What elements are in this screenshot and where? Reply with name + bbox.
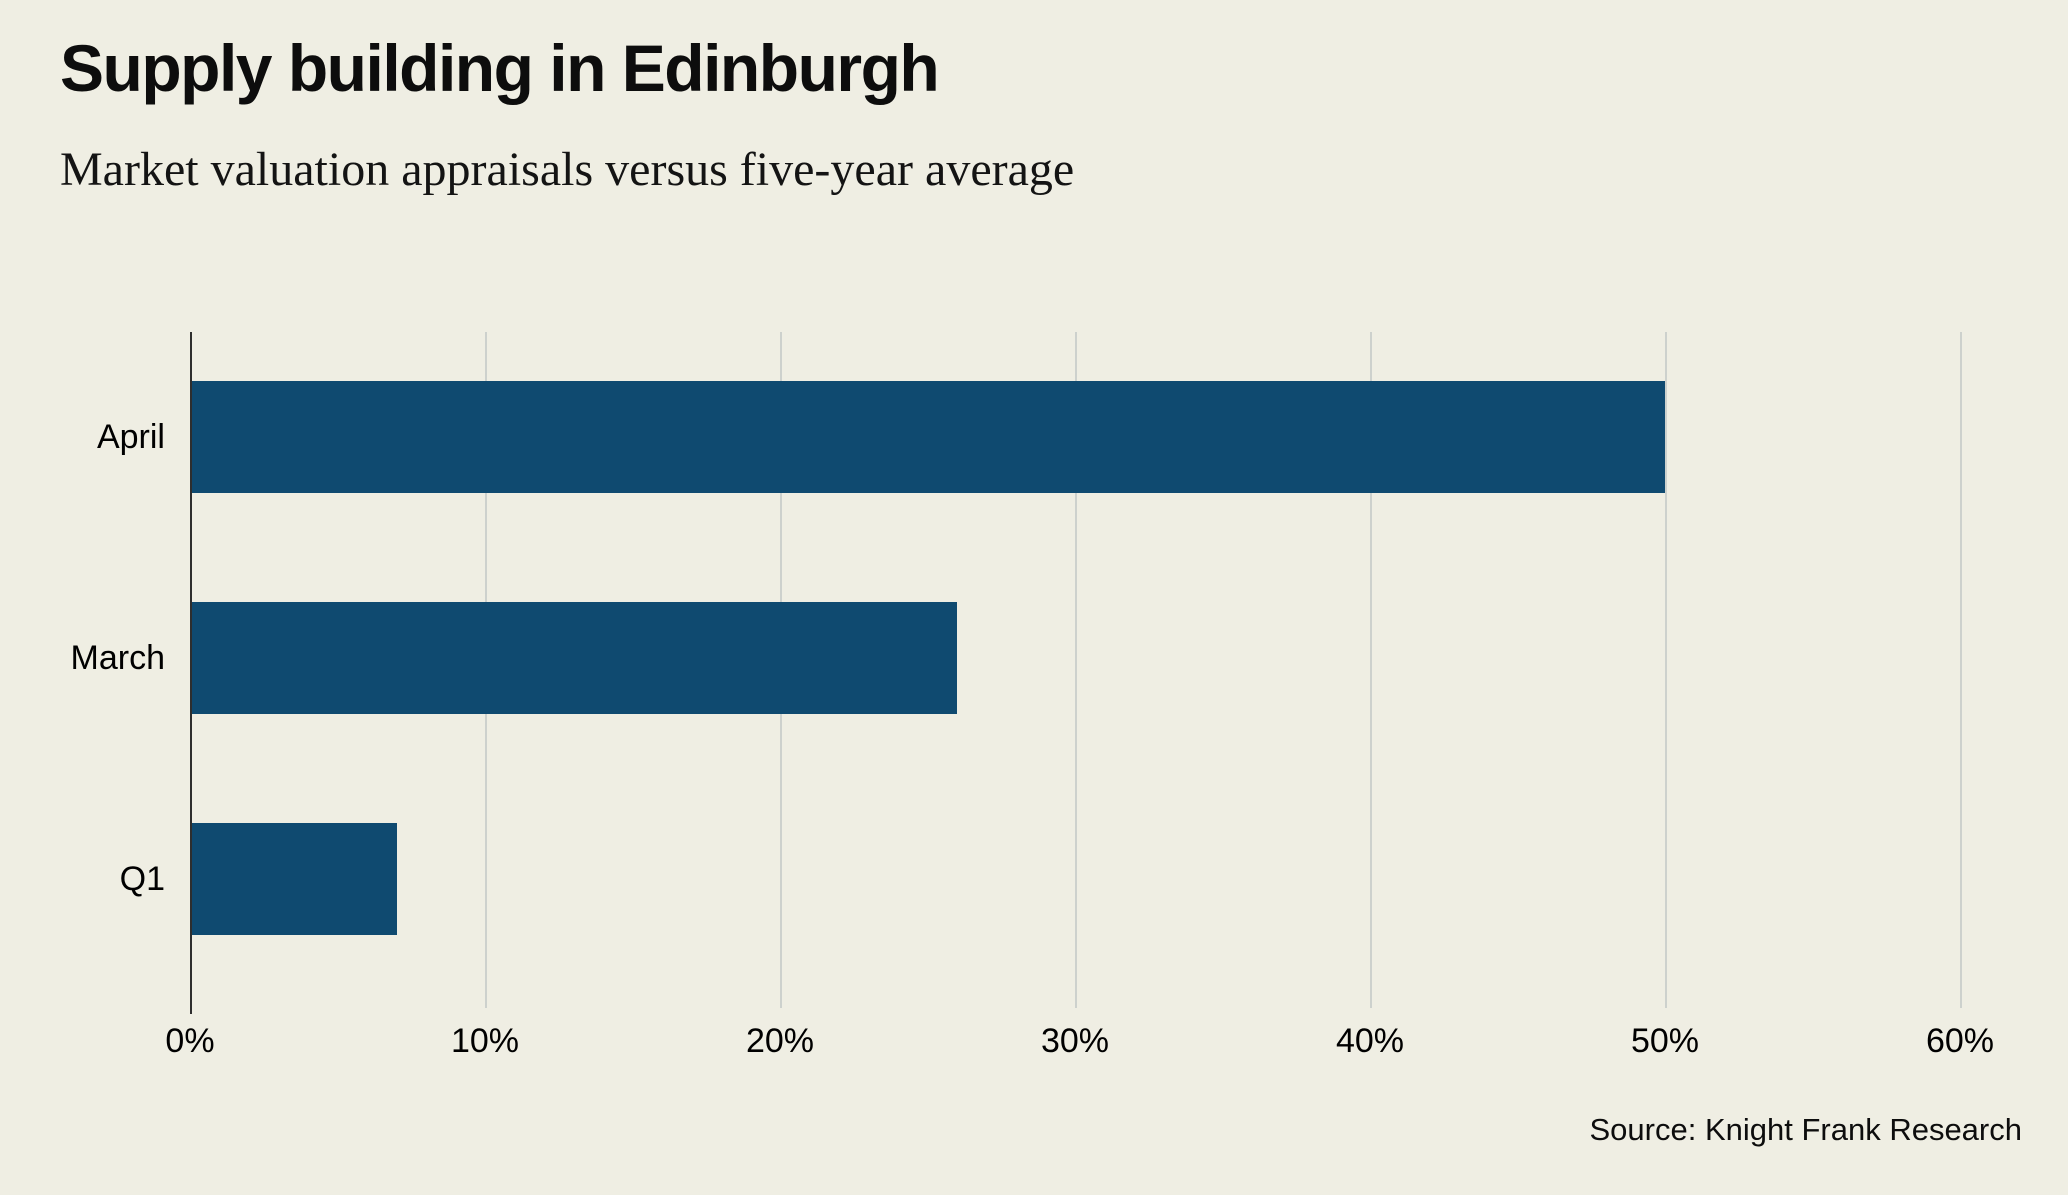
x-tick-label-40: 40% (1335, 1022, 1405, 1060)
chart-subtitle: Market valuation appraisals versus five-… (60, 143, 1075, 196)
category-label-april: April (96, 418, 165, 456)
x-tick-label-60: 60% (1925, 1022, 1995, 1060)
x-tick-label-50: 50% (1630, 1022, 1700, 1060)
gridline (1075, 332, 1077, 1008)
x-tick-label-0: 0% (165, 1022, 215, 1060)
source-credit: Source: Knight Frank Research (1589, 1112, 2023, 1147)
bar-march (190, 602, 957, 714)
y-axis-line (190, 332, 192, 1014)
gridline (1370, 332, 1372, 1008)
x-tick-label-20: 20% (745, 1022, 815, 1060)
x-tick-label-10: 10% (450, 1022, 520, 1060)
bar-april (190, 381, 1665, 493)
gridline (1665, 332, 1667, 1008)
category-label-march: March (70, 639, 165, 677)
bar-q1 (190, 823, 397, 935)
gridline (1960, 332, 1962, 1008)
category-label-q1: Q1 (119, 860, 165, 898)
x-tick-label-30: 30% (1040, 1022, 1110, 1060)
chart-title: Supply building in Edinburgh (60, 31, 940, 105)
plot-area (190, 332, 1962, 1014)
